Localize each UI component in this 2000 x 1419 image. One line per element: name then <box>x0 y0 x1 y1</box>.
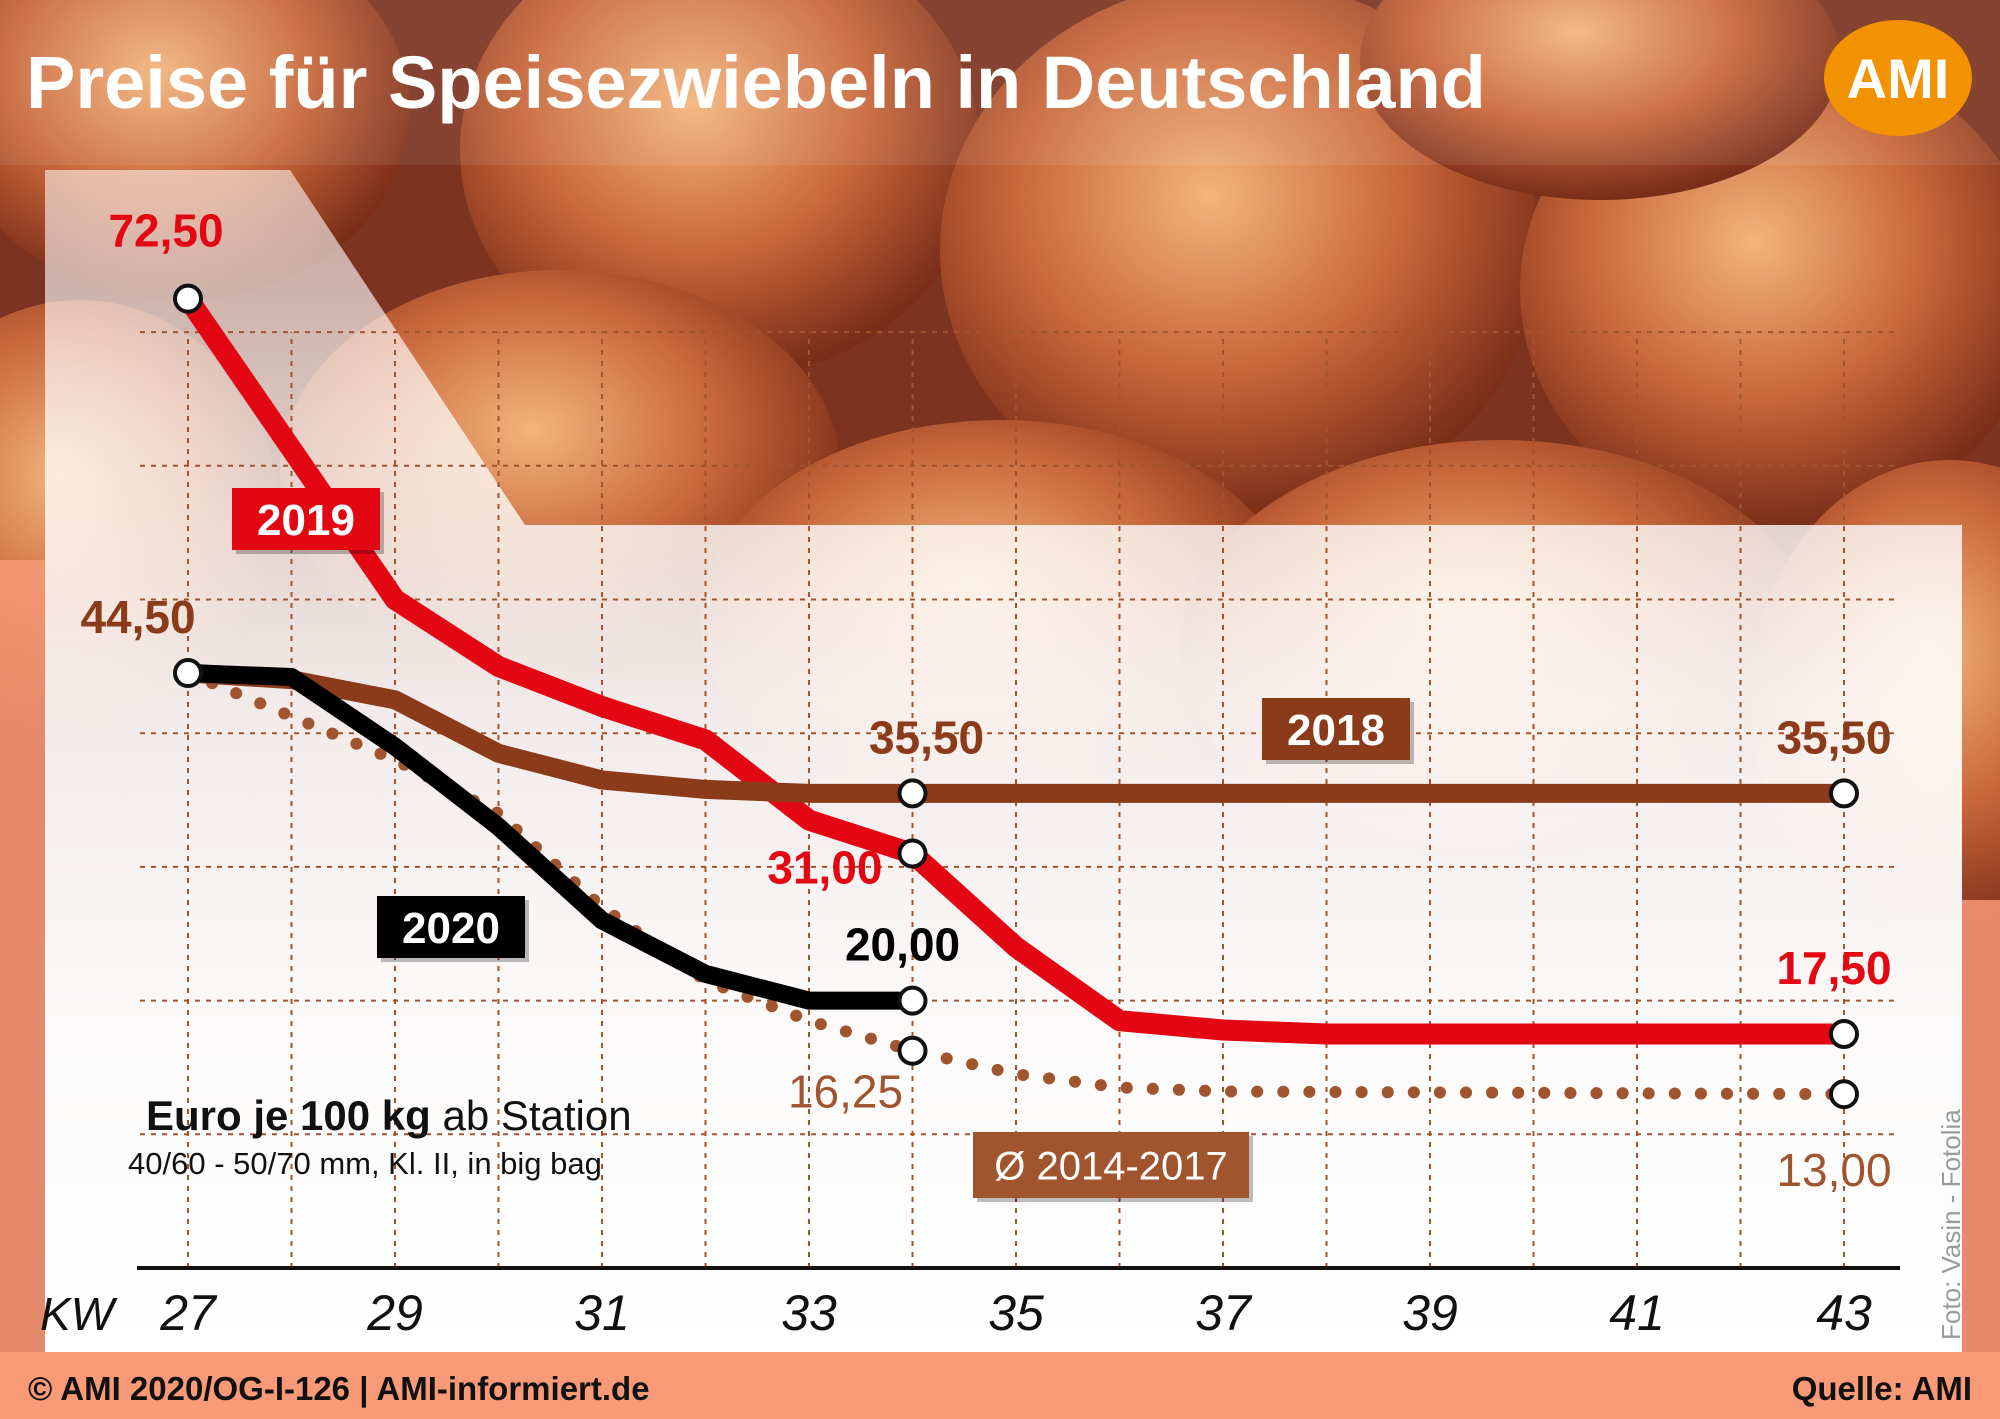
x-axis: KW 27 29 31 33 35 37 39 41 43 <box>40 1266 1900 1341</box>
series-line-2020 <box>179 664 922 1010</box>
ami-logo-text: AMI <box>1847 47 1950 110</box>
unit-label-rest: ab Station <box>431 1092 632 1139</box>
x-tick-label: 43 <box>1816 1285 1872 1341</box>
photo-credit: Foto: Vasin - Fotolia <box>1936 1109 1966 1340</box>
data-label: 31,00 <box>767 842 882 894</box>
x-tick-label: 41 <box>1609 1285 1665 1341</box>
unit-description: Euro je 100 kg ab Station 40/60 - 50/70 … <box>128 1092 632 1181</box>
series-label-2019: 2019 <box>232 488 384 554</box>
data-label: 35,50 <box>1776 711 1891 763</box>
series-label-box <box>973 1132 1249 1198</box>
x-tick-label: 33 <box>781 1285 837 1341</box>
x-tick-label: 27 <box>159 1285 218 1341</box>
chart-title: Preise für Speisezwiebeln in Deutschland <box>26 41 1486 124</box>
series-line--2014-2017 <box>182 667 1850 1101</box>
data-label: 44,50 <box>80 591 195 643</box>
data-label: 20,00 <box>845 919 960 971</box>
x-tick-label: 35 <box>988 1285 1044 1341</box>
x-tick-label: 31 <box>574 1285 630 1341</box>
series-label-text: Ø 2014-2017 <box>994 1144 1228 1188</box>
series-label-text: 2019 <box>257 496 355 545</box>
series-name-labels: 2019 2018 2020 Ø 2014-2017 <box>232 488 1414 1202</box>
chart-panel <box>45 170 1962 1352</box>
series-label-text: 2020 <box>402 904 500 953</box>
x-tick-label: 29 <box>366 1285 423 1341</box>
x-tick-label: 39 <box>1402 1285 1458 1341</box>
data-point-marker <box>897 838 928 869</box>
footer-copyright: © AMI 2020/OG-I-126 | AMI-informiert.de <box>28 1370 650 1407</box>
data-labels: 72,50 31,00 17,50 44,50 35,50 35,50 20,00 16,25… <box>80 205 1891 1197</box>
data-point-marker <box>173 658 203 689</box>
svg-text:Euro je 100 kg ab Station: Euro je 100 kg ab Station <box>146 1092 632 1139</box>
unit-label-detail: 40/60 - 50/70 mm, Kl. II, in big bag <box>128 1146 602 1181</box>
ami-logo: AMI <box>1824 20 1972 136</box>
x-axis-title: KW <box>40 1288 119 1340</box>
frame <box>0 560 2000 1419</box>
data-point-marker <box>173 283 203 314</box>
grid <box>140 331 1900 1268</box>
unit-label-bold: Euro je 100 kg <box>146 1092 431 1139</box>
data-label: 13,00 <box>1776 1144 1891 1196</box>
series-line-2019 <box>177 288 1855 1045</box>
data-label: 35,50 <box>869 711 984 763</box>
x-tick-label: 37 <box>1195 1285 1253 1341</box>
data-point-marker <box>897 778 928 809</box>
data-point-marker <box>1829 778 1859 809</box>
data-label: 72,50 <box>108 205 223 257</box>
data-point-marker <box>1829 1079 1859 1110</box>
series-label-box <box>232 488 380 550</box>
data-point-marker <box>1829 1019 1859 1050</box>
data-label: 17,50 <box>1776 942 1891 994</box>
series-label-text: 2018 <box>1287 706 1385 755</box>
series-lines <box>177 288 1855 1101</box>
data-point-marker <box>897 1035 928 1066</box>
series-label-box <box>377 896 525 958</box>
series-line-2018 <box>178 663 1854 803</box>
footer-source: Quelle: AMI <box>1792 1370 1972 1407</box>
series-label-2020: 2020 <box>377 896 529 962</box>
data-label: 16,25 <box>788 1066 903 1118</box>
data-markers <box>173 283 1859 1110</box>
series-label--2014-2017: Ø 2014-2017 <box>973 1132 1253 1202</box>
series-label-2018: 2018 <box>1262 698 1414 764</box>
series-label-box <box>1262 698 1410 760</box>
data-point-marker <box>897 985 928 1016</box>
